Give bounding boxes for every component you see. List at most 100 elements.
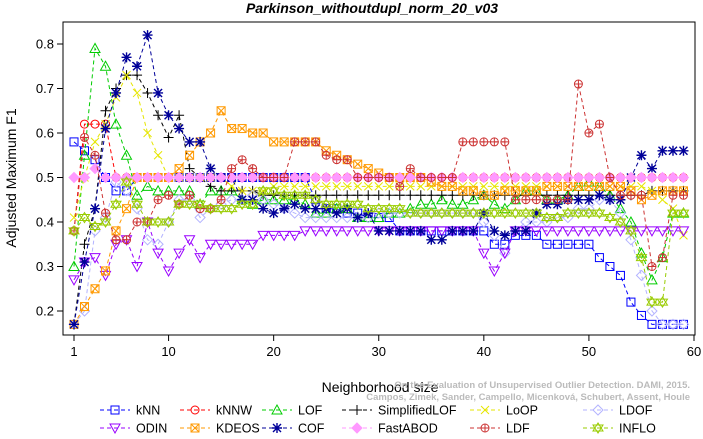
- series-line-ldof: [73, 181, 684, 325]
- legend-label-knnw: kNNW: [216, 404, 252, 418]
- data-point-ldof: [320, 211, 332, 224]
- data-point-loop: [479, 182, 489, 191]
- data-point-odin: [604, 226, 616, 237]
- data-point-fastabod: [593, 171, 606, 184]
- data-point-ldof: [299, 211, 311, 224]
- data-point-loop: [416, 182, 426, 191]
- data-point-kdeos: [227, 124, 237, 134]
- data-point-odin: [541, 226, 553, 237]
- data-point-odin: [236, 239, 248, 251]
- data-point-cof: [184, 136, 195, 147]
- data-point-ldf: [416, 173, 426, 182]
- data-point-fastabod: [99, 171, 112, 184]
- data-point-kdeos: [657, 186, 667, 196]
- data-point-ldf: [552, 195, 562, 205]
- data-point-lof: [110, 118, 122, 129]
- data-point-inflo: [456, 207, 469, 220]
- data-point-fastabod: [530, 171, 543, 184]
- data-point-cof: [310, 203, 321, 214]
- data-point-knn: [615, 270, 625, 280]
- data-point-loop: [332, 182, 342, 191]
- data-point-odin: [530, 226, 543, 237]
- data-point-odin: [572, 226, 585, 237]
- data-point-ldf: [300, 137, 310, 147]
- data-point-loop: [279, 182, 289, 191]
- legend-item-knnw: kNNW: [180, 404, 252, 418]
- data-point-fastabod: [215, 171, 227, 184]
- data-point-inflo: [131, 198, 143, 211]
- series-fastabod: [68, 162, 690, 184]
- data-point-simplifiedlof: [384, 190, 395, 201]
- data-point-inflo: [204, 202, 217, 215]
- data-point-cof: [331, 208, 342, 219]
- y-tick-label: 0.3: [36, 259, 54, 274]
- data-point-knnw: [80, 119, 90, 129]
- data-point-odin: [656, 226, 669, 237]
- data-point-inflo: [89, 220, 101, 233]
- data-point-ldf: [395, 181, 405, 191]
- data-point-cof: [90, 203, 101, 214]
- data-point-fastabod: [194, 171, 206, 184]
- legend-item-ldf: LDF: [470, 422, 530, 436]
- legend-item-lof: LOF: [262, 404, 323, 418]
- data-point-ldf: [678, 190, 688, 200]
- data-point-inflo: [425, 207, 438, 220]
- data-point-cof: [289, 199, 300, 210]
- data-point-fastabod: [478, 171, 490, 184]
- data-point-odin: [162, 266, 175, 277]
- data-point-kdeos: [647, 190, 657, 200]
- y-tick-label: 0.6: [36, 126, 54, 141]
- data-point-ldof: [309, 211, 322, 224]
- data-point-odin: [225, 239, 238, 251]
- data-point-cof: [447, 225, 458, 236]
- legend-marker-odin: [109, 423, 121, 435]
- data-point-inflo: [435, 207, 448, 220]
- data-point-lof: [152, 184, 164, 196]
- legend-marker-knn: [110, 405, 120, 415]
- data-point-cof: [258, 203, 269, 214]
- data-point-kdeos: [363, 164, 373, 174]
- data-point-fastabod: [309, 171, 322, 184]
- data-point-loop: [132, 88, 142, 98]
- data-point-ldf: [279, 173, 289, 182]
- data-point-inflo: [225, 202, 238, 215]
- data-point-odin: [477, 248, 490, 260]
- data-point-fastabod: [488, 171, 501, 184]
- data-point-inflo: [625, 224, 637, 237]
- legend-item-kdeos: KDEOS: [180, 422, 260, 436]
- legend-label-simplifiedlof: SimplifiedLOF: [378, 404, 457, 418]
- data-point-inflo: [120, 176, 133, 188]
- series-layer: [68, 30, 690, 331]
- data-point-inflo: [78, 211, 91, 224]
- x-tick-label: 10: [161, 344, 175, 359]
- legend-label-inflo: INFLO: [619, 422, 656, 435]
- chart-title: Parkinson_withoutdupl_norm_20_v03: [246, 0, 498, 16]
- data-point-inflo: [246, 198, 259, 211]
- data-point-ldf: [668, 190, 678, 200]
- data-point-ldof: [614, 207, 627, 219]
- data-point-ldf: [594, 119, 604, 129]
- data-point-kdeos: [101, 266, 111, 276]
- data-point-cof: [153, 87, 164, 98]
- data-point-inflo: [540, 211, 553, 224]
- data-point-fastabod: [141, 171, 154, 184]
- legend-marker-fastabod: [351, 422, 363, 434]
- data-point-ldf: [437, 173, 447, 182]
- data-point-inflo: [488, 207, 501, 220]
- data-point-inflo: [110, 198, 122, 211]
- data-point-fastabod: [162, 171, 175, 184]
- data-point-ldf: [101, 208, 111, 218]
- data-point-ldof: [667, 318, 679, 331]
- data-point-cof: [657, 145, 668, 156]
- data-point-ldf: [111, 235, 121, 245]
- y-tick-label: 0.8: [36, 37, 54, 52]
- data-point-cof: [415, 225, 426, 236]
- data-point-inflo: [215, 202, 228, 215]
- data-point-cof: [384, 225, 395, 236]
- data-point-kdeos: [353, 159, 363, 169]
- data-point-inflo: [593, 207, 606, 220]
- legend-marker-inflo: [592, 422, 604, 434]
- data-point-inflo: [498, 207, 511, 220]
- x-tick-label: 20: [266, 344, 280, 359]
- x-tick-label: 50: [582, 344, 596, 359]
